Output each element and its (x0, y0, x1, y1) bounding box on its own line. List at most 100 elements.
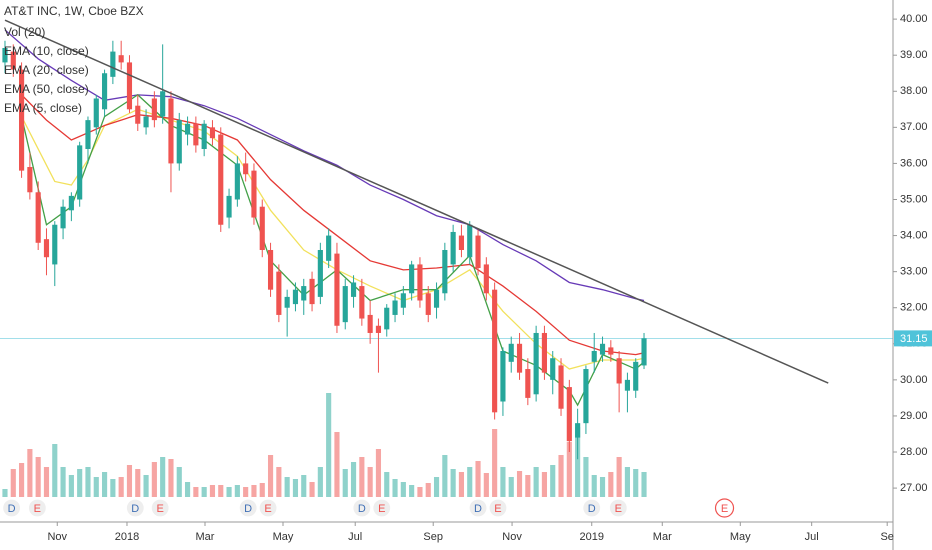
candle-body (93, 98, 99, 128)
volume-bar (400, 482, 406, 497)
volume-bar (525, 475, 531, 497)
event-marker (150, 498, 170, 518)
volume-bar (558, 455, 564, 497)
volume-bar (77, 469, 83, 497)
volume-bar (43, 467, 50, 497)
candle-body (301, 286, 307, 301)
volume-bar (226, 487, 232, 497)
volume-bar (533, 467, 539, 497)
time-axis-panel (0, 522, 893, 550)
candle-body (375, 325, 382, 333)
candle-body (85, 120, 91, 149)
candle-body (367, 314, 373, 333)
candle-body (525, 369, 531, 398)
volume-bar (384, 472, 390, 497)
candle-body (218, 134, 224, 225)
volume-bar (608, 472, 614, 497)
volume-bar (309, 482, 315, 497)
volume-bar (110, 479, 116, 497)
event-label: D (474, 503, 482, 515)
volume-bar (359, 457, 365, 497)
volume-bar (326, 393, 332, 497)
candle-body (508, 343, 514, 362)
candle-body (533, 332, 539, 395)
volume-bar (267, 455, 274, 497)
y-tick-label: 36.00 (900, 157, 928, 169)
volume-bar (143, 475, 149, 497)
volume-bar (251, 485, 257, 497)
candle-body (309, 278, 315, 305)
volume-bar (467, 467, 473, 497)
volume-bar (184, 482, 191, 497)
volume-bar (409, 485, 415, 497)
candle-body (60, 206, 66, 229)
candle-body (267, 249, 274, 290)
candle-body (35, 192, 41, 243)
event-marker (582, 498, 602, 518)
event-marker (258, 498, 278, 518)
volume-bar (508, 477, 514, 497)
volume-bar (492, 429, 498, 497)
y-tick-label: 32.00 (900, 302, 928, 314)
candle-body (160, 91, 166, 117)
candle-body (43, 239, 50, 258)
x-tick-label: Mar (653, 531, 672, 543)
volume-bar (276, 467, 282, 497)
volume-bar (417, 487, 423, 497)
volume-bar (367, 467, 373, 497)
event-label: E (34, 503, 41, 515)
event-label: D (131, 503, 139, 515)
x-tick-label: Nov (47, 531, 67, 543)
volume-bar (19, 463, 25, 497)
volume-bar (342, 469, 348, 497)
candle-body (251, 170, 257, 218)
chart-title: AT&T INC, 1W, Cboe BZX (4, 4, 144, 18)
candle-body (566, 387, 572, 442)
candle-body (326, 235, 332, 261)
candle-body (392, 300, 398, 315)
candle-body (234, 163, 240, 200)
y-tick-label: 30.00 (900, 374, 928, 386)
volume-bar (550, 465, 556, 497)
candle-body (500, 351, 506, 402)
candle-body (591, 351, 597, 362)
event-marker (468, 498, 488, 518)
candle-body (633, 361, 639, 391)
volume-bar (583, 457, 589, 497)
candle-body (575, 423, 581, 438)
candle-body (483, 264, 489, 294)
candle-body (558, 365, 564, 409)
x-tick-label: 2019 (579, 531, 603, 543)
event-marker (372, 498, 392, 518)
candle-body (583, 369, 589, 424)
volume-bar (68, 475, 74, 497)
candle-body (2, 47, 8, 63)
candle-body (417, 264, 423, 301)
last-price-box (894, 330, 932, 347)
candle-body (19, 69, 25, 171)
candle-body (276, 271, 282, 315)
volume-bar (243, 487, 249, 497)
y-tick-label: 37.00 (900, 121, 928, 133)
y-tick-label: 38.00 (900, 85, 928, 97)
volume-bar (475, 461, 481, 497)
candle-body (193, 123, 199, 146)
trendline (4, 19, 829, 384)
volume-bar (433, 477, 440, 497)
y-tick-label: 33.00 (900, 266, 928, 278)
volume-bar (218, 485, 224, 497)
volume-bar (458, 472, 465, 497)
y-tick-label: 39.00 (900, 49, 928, 61)
volume-bar (633, 469, 639, 497)
candle-body (126, 62, 133, 110)
y-tick-label: 34.00 (900, 229, 928, 241)
volume-bar (541, 472, 548, 497)
x-tick-label: Jul (348, 531, 362, 543)
candle-body (52, 224, 58, 265)
volume-bar (27, 449, 33, 497)
event-label: D (358, 503, 366, 515)
candle-body (68, 195, 74, 211)
candle-body (110, 51, 116, 77)
